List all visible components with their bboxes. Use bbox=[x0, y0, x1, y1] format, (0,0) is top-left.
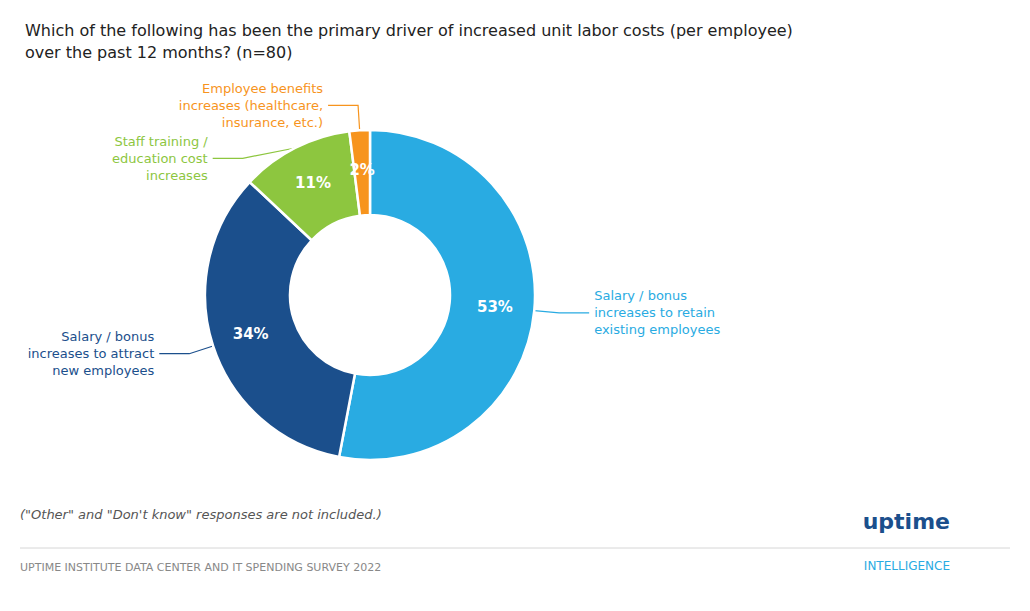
svg-text:("Other" and "Don't know" resp: ("Other" and "Don't know" responses are … bbox=[20, 507, 382, 522]
svg-text:over the past 12 months? (n=80: over the past 12 months? (n=80) bbox=[25, 43, 292, 62]
svg-text:Which of the following has bee: Which of the following has been the prim… bbox=[25, 21, 793, 40]
svg-text:increases to attract: increases to attract bbox=[28, 346, 155, 361]
svg-text:Salary / bonus: Salary / bonus bbox=[594, 288, 687, 303]
svg-text:11%: 11% bbox=[295, 174, 331, 192]
svg-text:INTELLIGENCE: INTELLIGENCE bbox=[864, 559, 950, 573]
svg-text:Staff training /: Staff training / bbox=[114, 134, 208, 149]
svg-text:increases to retain: increases to retain bbox=[594, 305, 715, 320]
svg-text:increases (healthcare,: increases (healthcare, bbox=[179, 98, 323, 113]
svg-text:uptime: uptime bbox=[863, 509, 950, 534]
svg-text:existing employees: existing employees bbox=[594, 322, 720, 337]
svg-text:34%: 34% bbox=[233, 325, 269, 343]
svg-text:new employees: new employees bbox=[52, 363, 154, 378]
svg-text:Salary / bonus: Salary / bonus bbox=[61, 329, 154, 344]
svg-text:UPTIME INSTITUTE DATA CENTER A: UPTIME INSTITUTE DATA CENTER AND IT SPEN… bbox=[20, 561, 381, 574]
svg-text:Employee benefits: Employee benefits bbox=[202, 81, 323, 96]
svg-text:2%: 2% bbox=[349, 161, 374, 179]
svg-text:increases: increases bbox=[146, 168, 208, 183]
svg-text:education cost: education cost bbox=[112, 151, 208, 166]
svg-text:insurance, etc.): insurance, etc.) bbox=[222, 115, 323, 130]
svg-text:53%: 53% bbox=[477, 298, 513, 316]
